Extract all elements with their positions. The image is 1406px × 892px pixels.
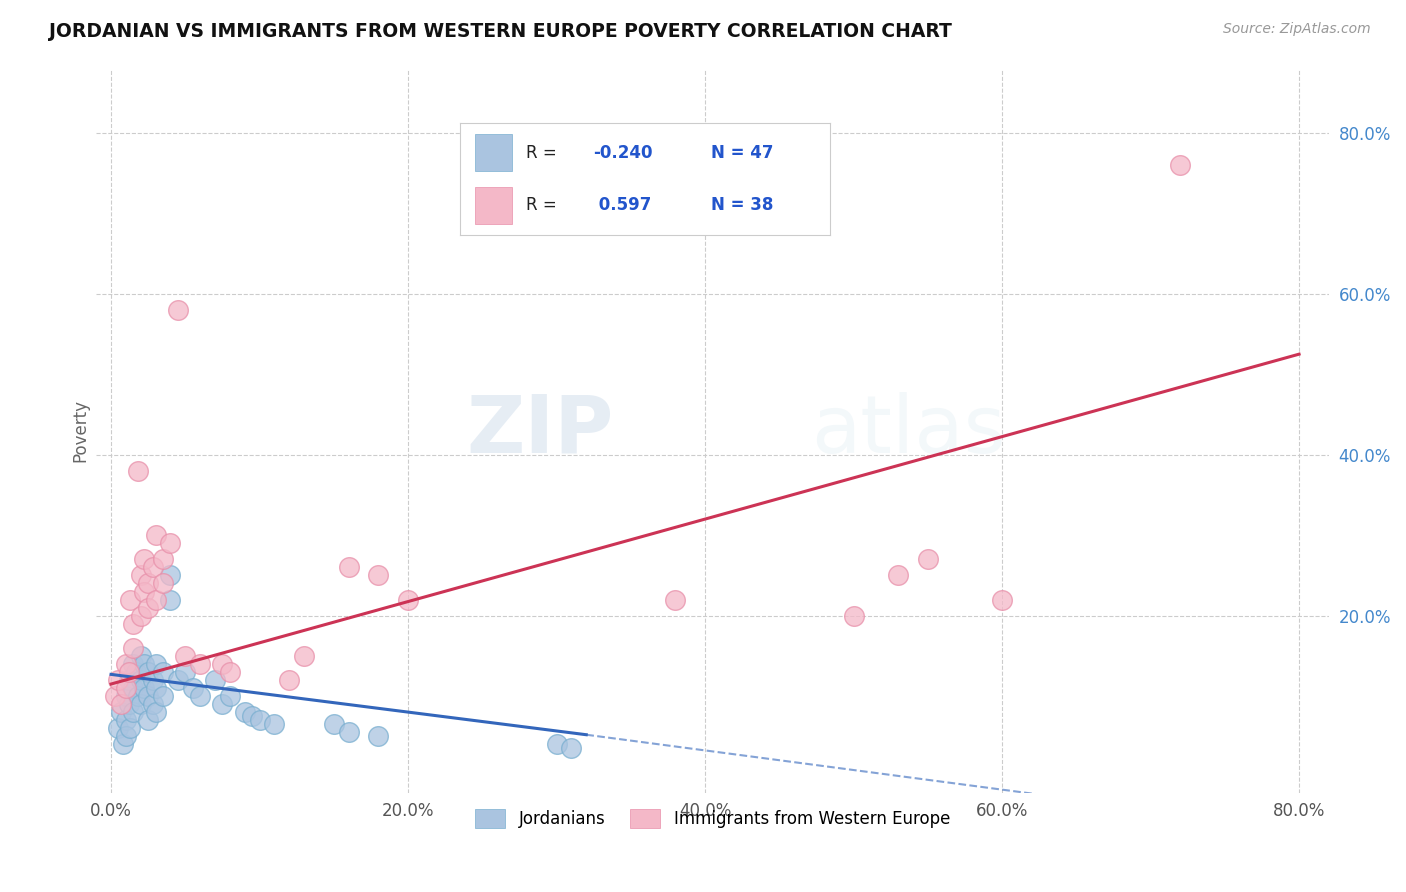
Point [367, 729, 389, 743]
Point [115, 657, 138, 671]
Point [204, 673, 226, 687]
Point [546, 738, 568, 752]
Point [110, 705, 132, 719]
Point [127, 689, 149, 703]
Point [111, 738, 134, 752]
Point [122, 681, 145, 695]
Point [560, 741, 582, 756]
Point [159, 592, 181, 607]
Point [249, 713, 271, 727]
Point [211, 657, 233, 671]
Point [136, 713, 159, 727]
Point [240, 709, 263, 723]
Point [159, 568, 181, 582]
Point [115, 713, 138, 727]
Point [152, 552, 174, 566]
Point [1168, 158, 1191, 172]
Point [142, 697, 165, 711]
Point [396, 592, 419, 607]
Point [127, 464, 149, 478]
Point [115, 689, 138, 703]
Point [292, 648, 315, 663]
Point [211, 697, 233, 711]
Point [118, 665, 141, 679]
Point [188, 657, 211, 671]
Point [142, 560, 165, 574]
Point [322, 717, 344, 731]
Point [136, 689, 159, 703]
Point [132, 552, 155, 566]
Point [152, 576, 174, 591]
Point [181, 681, 204, 695]
Text: atlas: atlas [811, 392, 1005, 469]
Point [145, 528, 167, 542]
Point [167, 673, 190, 687]
Point [129, 697, 152, 711]
Point [120, 592, 142, 607]
Point [145, 681, 167, 695]
Point [337, 725, 360, 739]
Y-axis label: Poverty: Poverty [72, 399, 89, 462]
Text: ZIP: ZIP [467, 392, 614, 469]
Point [118, 673, 141, 687]
Point [129, 608, 152, 623]
Point [115, 681, 138, 695]
Point [107, 673, 129, 687]
Point [129, 648, 152, 663]
Point [136, 665, 159, 679]
Point [136, 600, 159, 615]
Point [887, 568, 910, 582]
Point [159, 536, 181, 550]
Point [132, 681, 155, 695]
Point [218, 665, 240, 679]
Point [233, 705, 256, 719]
Point [145, 705, 167, 719]
Text: JORDANIAN VS IMMIGRANTS FROM WESTERN EUROPE POVERTY CORRELATION CHART: JORDANIAN VS IMMIGRANTS FROM WESTERN EUR… [49, 22, 952, 41]
Point [132, 584, 155, 599]
Point [104, 689, 127, 703]
Point [129, 673, 152, 687]
Point [122, 640, 145, 655]
Point [337, 560, 360, 574]
Point [145, 657, 167, 671]
Point [110, 697, 132, 711]
Point [122, 616, 145, 631]
Point [132, 657, 155, 671]
Point [142, 673, 165, 687]
Point [188, 689, 211, 703]
Point [174, 648, 197, 663]
Point [167, 302, 190, 317]
Text: Source: ZipAtlas.com: Source: ZipAtlas.com [1223, 22, 1371, 37]
Point [664, 592, 686, 607]
Point [120, 721, 142, 735]
Point [122, 705, 145, 719]
Point [107, 721, 129, 735]
Point [842, 608, 865, 623]
Point [917, 552, 939, 566]
Point [152, 665, 174, 679]
Point [115, 729, 138, 743]
Point [278, 673, 301, 687]
Point [129, 568, 152, 582]
Point [218, 689, 240, 703]
Point [125, 665, 148, 679]
Point [145, 592, 167, 607]
Point [152, 689, 174, 703]
Point [263, 717, 285, 731]
Point [118, 697, 141, 711]
Point [367, 568, 389, 582]
Legend: Jordanians, Immigrants from Western Europe: Jordanians, Immigrants from Western Euro… [468, 803, 956, 835]
Point [122, 657, 145, 671]
Point [136, 576, 159, 591]
Point [991, 592, 1014, 607]
Point [174, 665, 197, 679]
